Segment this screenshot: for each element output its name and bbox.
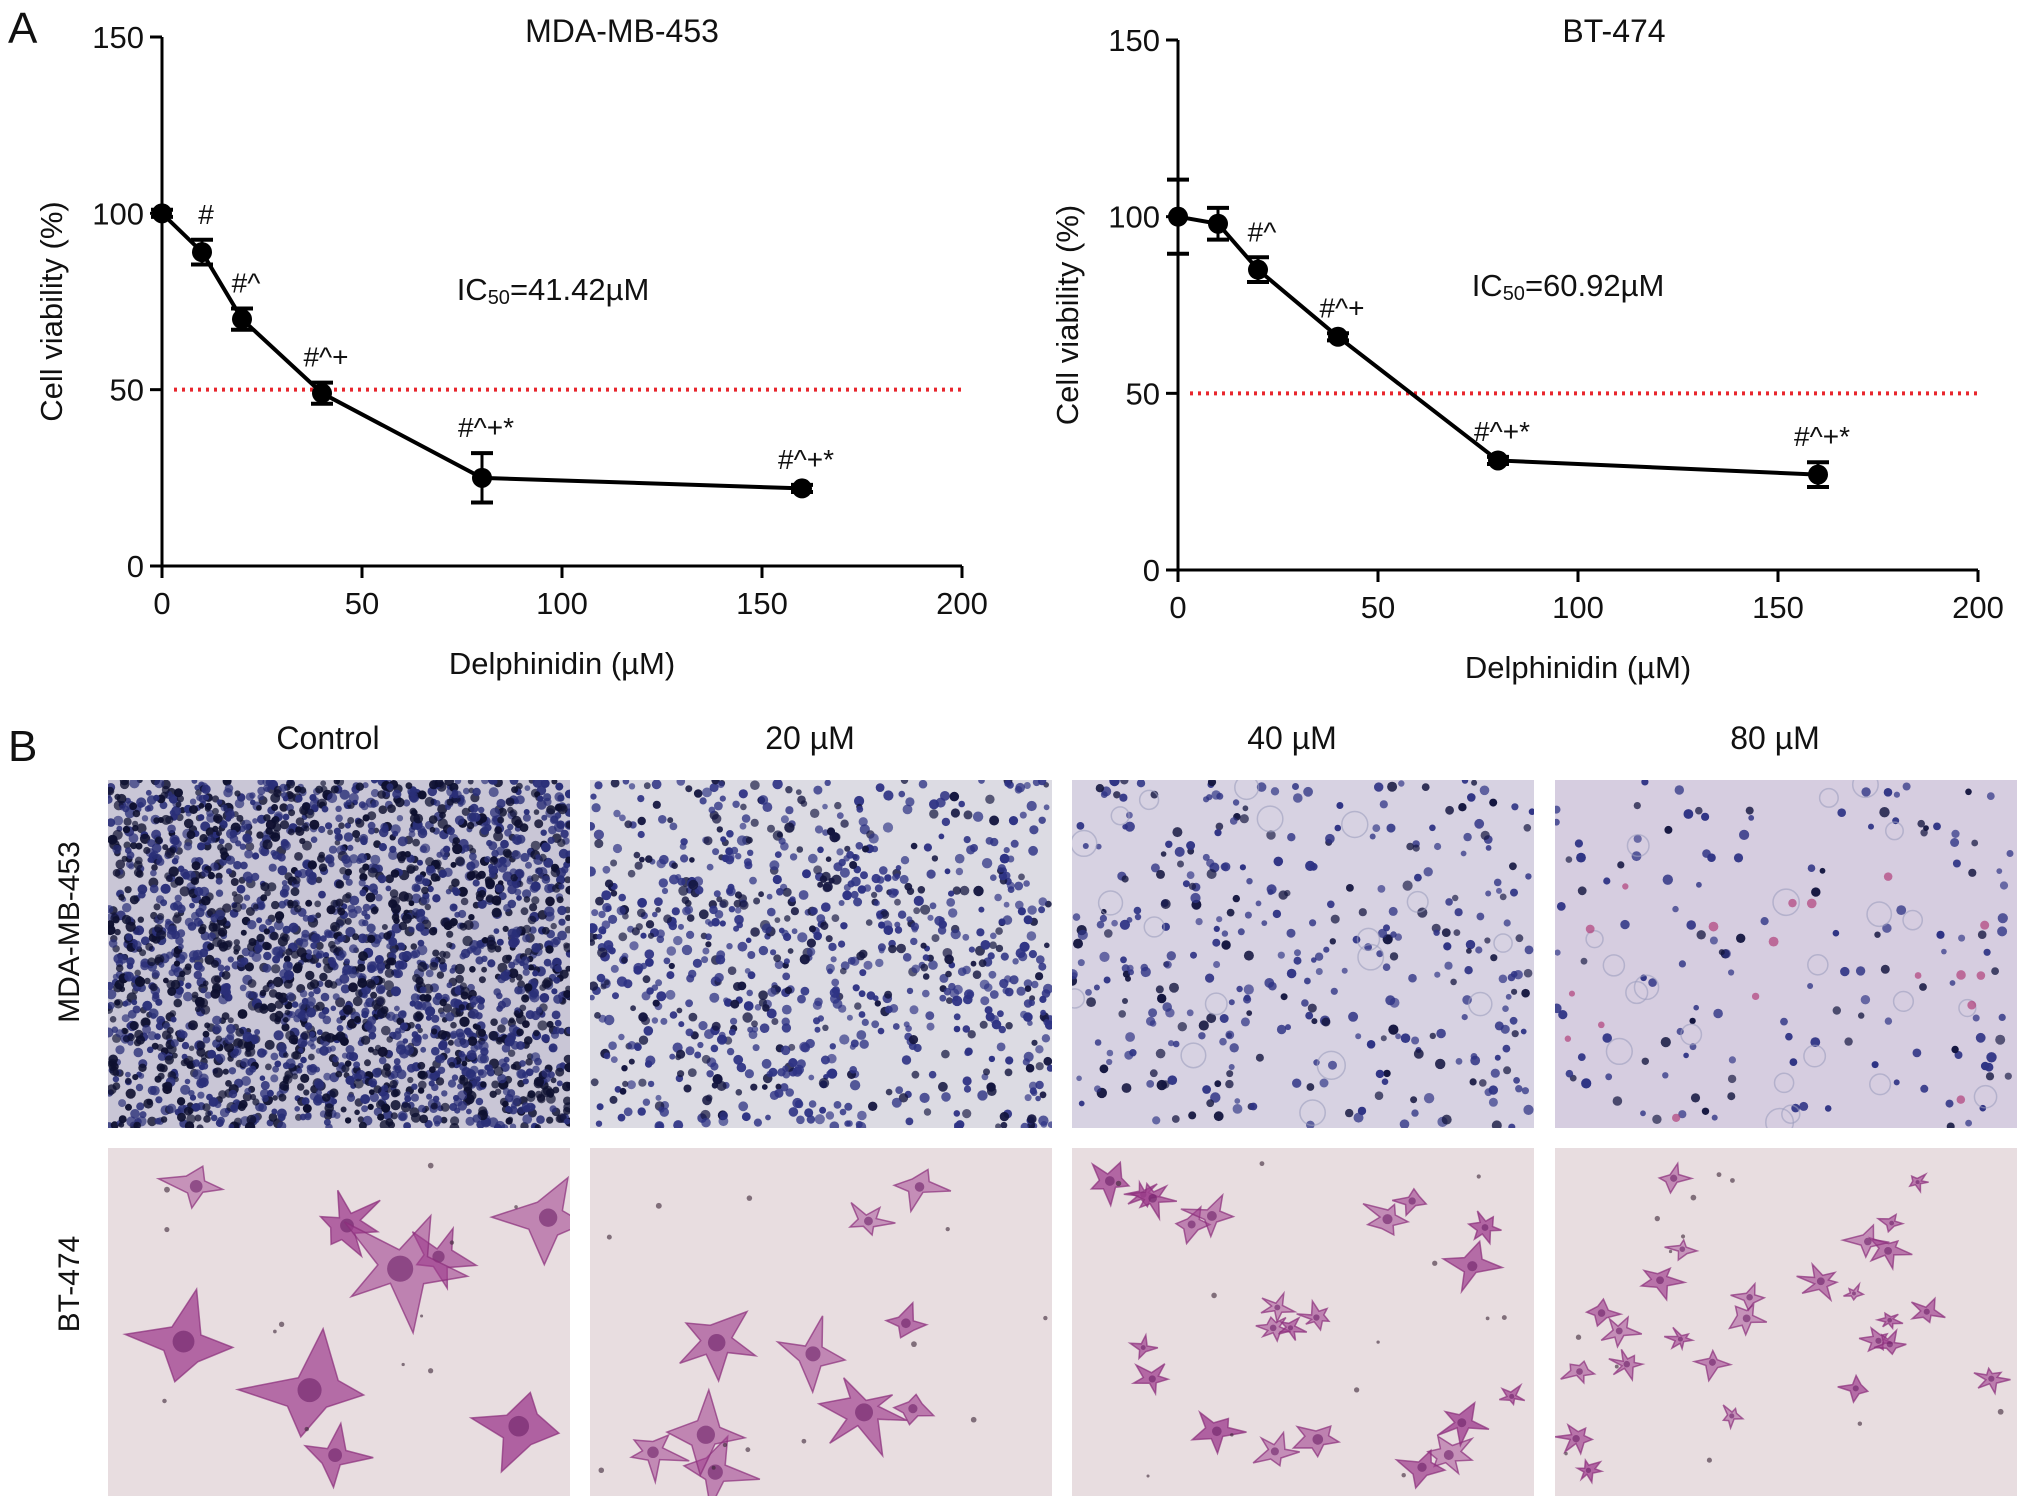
significance-mark: #^ [232, 268, 261, 299]
data-point [1808, 464, 1828, 485]
row-label-mda-mb-453: MDA-MB-453 [53, 841, 86, 1023]
cell-cluster [1072, 780, 1534, 1128]
x-tick-label: 150 [736, 586, 788, 621]
y-tick-label: 150 [92, 20, 144, 55]
micrograph-background [1072, 780, 1534, 1128]
x-tick-label: 50 [345, 586, 379, 621]
cell-cluster [590, 780, 1052, 1128]
ic50-annotation: IC50=41.42µM [457, 272, 650, 309]
x-tick-label: 150 [1752, 590, 1804, 625]
x-axis-label: Delphinidin (µM) [1465, 650, 1691, 685]
significance-mark: # [198, 199, 214, 230]
y-tick-label: 100 [92, 196, 144, 231]
significance-mark: #^+* [458, 412, 514, 443]
panel-a-letter: A [8, 4, 38, 53]
panel-b-letter: B [8, 722, 38, 771]
cell-cluster [1555, 1161, 2011, 1485]
y-tick-label: 50 [1126, 376, 1160, 411]
significance-mark: #^+ [303, 342, 348, 373]
data-point [312, 383, 332, 404]
data-point [1488, 450, 1508, 471]
data-point [192, 242, 212, 263]
data-point [1208, 213, 1228, 234]
micrograph-mda-80uM [1555, 780, 2017, 1128]
column-title-control: Control [276, 720, 380, 756]
data-point [1248, 259, 1268, 280]
chart-bt-474: BT-474 0 50 100 150 0 50 100 150 200 Delphinidin (… [1050, 13, 2004, 685]
significance-mark: #^ [1248, 216, 1277, 247]
y-tick-label: 0 [127, 549, 144, 584]
row-label-bt-474: BT-474 [53, 1235, 86, 1333]
y-tick-label: 100 [1108, 200, 1160, 235]
ic50-annotation: IC50=60.92µM [1472, 268, 1665, 305]
data-point [1168, 206, 1188, 227]
micrograph-bt-control [108, 1148, 570, 1496]
micrograph-background [590, 780, 1052, 1128]
x-tick-label: 0 [153, 586, 170, 621]
x-axis-label: Delphinidin (µM) [449, 646, 675, 681]
x-tick-label: 200 [936, 586, 988, 621]
cell-cluster [122, 1162, 570, 1490]
data-point [232, 309, 252, 330]
cell-cluster [1555, 780, 2014, 1128]
significance-mark: #^+* [1794, 421, 1850, 452]
micrograph-bt-80uM [1555, 1148, 2017, 1496]
micrograph-mda-control [108, 780, 570, 1128]
chart-title: BT-474 [1562, 13, 1665, 49]
significance-mark: #^+* [778, 444, 834, 475]
column-title-80uM: 80 µM [1730, 720, 1820, 756]
chart-title: MDA-MB-453 [525, 13, 719, 49]
micrograph-bt-20uM [590, 1148, 1052, 1496]
significance-mark: #^+ [1319, 292, 1364, 323]
data-point [152, 203, 172, 224]
y-axis-label: Cell viability (%) [1050, 205, 1085, 425]
y-tick-label: 50 [110, 373, 144, 408]
significance-mark: #^+* [1474, 416, 1530, 447]
cell-cluster [598, 1168, 1048, 1496]
micrograph-background [1555, 1148, 2017, 1496]
cell-cluster [1089, 1160, 1526, 1490]
x-tick-label: 0 [1169, 590, 1186, 625]
x-tick-label: 100 [1552, 590, 1604, 625]
column-title-40uM: 40 µM [1247, 720, 1337, 756]
y-tick-label: 150 [1108, 23, 1160, 58]
micrograph-bt-40uM [1072, 1148, 1534, 1496]
micrograph-background [1555, 780, 2017, 1128]
x-tick-label: 100 [536, 586, 588, 621]
x-tick-label: 200 [1952, 590, 2004, 625]
chart-mda-mb-453: MDA-MB-453 0 50 100 150 0 50 100 150 200 Delphinid… [34, 13, 988, 681]
micrograph-mda-20uM [590, 780, 1052, 1128]
y-tick-label: 0 [1143, 553, 1160, 588]
series-line [160, 211, 803, 491]
data-point [792, 478, 812, 499]
x-tick-label: 50 [1361, 590, 1395, 625]
data-point [1328, 326, 1348, 347]
data-point [472, 467, 492, 488]
y-axis-label: Cell viability (%) [34, 201, 69, 421]
column-title-20uM: 20 µM [765, 720, 855, 756]
micrograph-mda-40uM [1072, 780, 1534, 1128]
cell-cluster [108, 780, 570, 1128]
